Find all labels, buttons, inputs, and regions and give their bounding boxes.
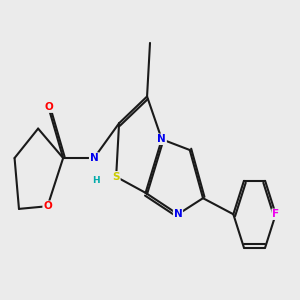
- Text: N: N: [158, 134, 166, 144]
- Text: F: F: [272, 209, 279, 219]
- Text: H: H: [92, 176, 99, 185]
- Text: N: N: [90, 153, 98, 163]
- Text: N: N: [174, 209, 182, 219]
- Text: O: O: [44, 102, 53, 112]
- Text: O: O: [43, 201, 52, 211]
- Text: S: S: [112, 172, 120, 182]
